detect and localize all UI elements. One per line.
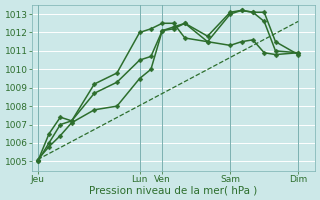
X-axis label: Pression niveau de la mer( hPa ): Pression niveau de la mer( hPa ) <box>90 185 258 195</box>
